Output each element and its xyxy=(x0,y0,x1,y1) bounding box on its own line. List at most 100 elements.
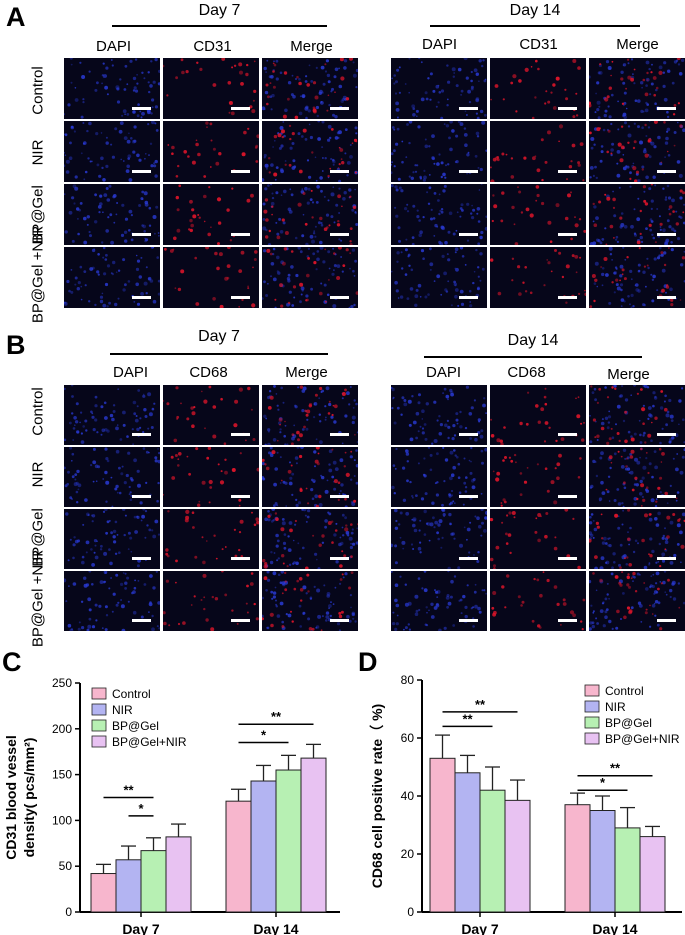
scale-bar xyxy=(231,557,250,560)
scale-bar xyxy=(459,233,478,236)
significance-label: * xyxy=(600,775,606,790)
y-axis-title: CD31 blood vessel density( pcs/mm²) xyxy=(3,735,37,860)
panel-a-tile-b0-r1-marker xyxy=(163,121,259,182)
scale-bar xyxy=(657,433,676,436)
y-tick-label: 200 xyxy=(52,722,72,736)
bar-Control xyxy=(429,757,456,913)
panel-a-tile-b1-r3-merge xyxy=(589,247,685,308)
significance-label: ** xyxy=(462,711,473,726)
panel-b-tile-b1-r3-merge xyxy=(589,571,685,631)
scale-bar xyxy=(231,233,250,236)
y-tick-label: 40 xyxy=(401,789,415,803)
panel-b-tile-b1-r2-dapi xyxy=(391,509,487,569)
scale-bar xyxy=(459,495,478,498)
panel-b-tile-b0-r0-dapi xyxy=(64,385,160,445)
scale-bar xyxy=(459,170,478,173)
bar-BP@Gel+NIR xyxy=(639,836,666,913)
scale-bar xyxy=(330,433,349,436)
panel-b-day7-title: Day 7 xyxy=(198,328,240,345)
significance-label: ** xyxy=(271,709,282,724)
bar-BP@Gel xyxy=(614,827,641,913)
panel-b-tile-b0-r3-merge xyxy=(262,571,358,631)
legend-label-2: BP@Gel xyxy=(112,719,159,733)
legend-swatch-1 xyxy=(584,700,600,713)
panel-b-tile-b1-r3-marker xyxy=(490,571,586,631)
significance-label: ** xyxy=(475,697,486,712)
legend-swatch-2 xyxy=(584,716,600,729)
panel-b-tile-b1-r0-marker xyxy=(490,385,586,445)
panel-b-tile-b1-r2-marker xyxy=(490,509,586,569)
legend-swatch-0 xyxy=(91,687,107,700)
panel-a-tile-b1-r2-marker xyxy=(490,184,586,245)
scale-bar xyxy=(132,557,151,560)
panel-a-day14-title: Day 14 xyxy=(509,2,561,19)
scale-bar xyxy=(132,495,151,498)
panel-a-tile-b0-r3-dapi xyxy=(64,247,160,308)
panel-a-tile-b0-r2-dapi xyxy=(64,184,160,245)
panel-a-col-merge-day7: Merge xyxy=(290,38,333,55)
y-axis-title-text: CD68 cell positive rate（ %) xyxy=(369,704,385,888)
legend-label-1: NIR xyxy=(605,700,626,714)
panel-b-day14-title: Day 14 xyxy=(507,332,559,349)
scale-bar xyxy=(231,296,250,299)
significance-label: ** xyxy=(610,761,621,776)
legend-label-3: BP@Gel+NIR xyxy=(605,732,680,746)
scale-bar xyxy=(132,619,151,622)
panel-a-tile-b0-r1-dapi xyxy=(64,121,160,182)
scale-bar xyxy=(231,433,250,436)
panel-b-col-dapi-day7: DAPI xyxy=(112,364,148,381)
scale-bar xyxy=(558,107,577,110)
scale-bar xyxy=(657,170,676,173)
y-tick-label: 0 xyxy=(407,905,414,919)
panel-b-tile-b0-r0-merge xyxy=(262,385,358,445)
panel-a-tile-b1-r1-dapi xyxy=(391,121,487,182)
panel-a-tile-b0-r2-marker xyxy=(163,184,259,245)
scale-bar xyxy=(459,107,478,110)
legend-label-3: BP@Gel+NIR xyxy=(112,735,187,749)
panel-b-tile-b1-r2-merge xyxy=(589,509,685,569)
scale-bar xyxy=(558,233,577,236)
panel-a-tile-b1-r0-marker xyxy=(490,58,586,119)
scale-bar xyxy=(657,107,676,110)
panel-b-tile-b0-r3-dapi xyxy=(64,571,160,631)
scale-bar xyxy=(657,233,676,236)
panel-b-tile-b0-r3-marker xyxy=(163,571,259,631)
panel-b-tile-b0-r2-dapi xyxy=(64,509,160,569)
scale-bar xyxy=(231,619,250,622)
bar-NIR xyxy=(589,810,616,913)
x-tick-label: Day 14 xyxy=(592,921,637,935)
panel-a-col-cd31-day7: CD31 xyxy=(193,38,232,55)
scale-bar xyxy=(558,495,577,498)
bar-BP@Gel xyxy=(275,769,302,913)
significance-label: ** xyxy=(123,783,134,798)
panel-a-tile-b0-r3-marker xyxy=(163,247,259,308)
panel-b-day14-rule xyxy=(424,356,642,358)
bar-Control xyxy=(90,873,117,913)
legend-swatch-3 xyxy=(91,735,107,748)
scale-bar xyxy=(132,296,151,299)
scale-bar xyxy=(330,170,349,173)
panel-b-tile-b1-r1-dapi xyxy=(391,447,487,507)
bar-NIR xyxy=(115,859,142,913)
legend-label-2: BP@Gel xyxy=(605,716,652,730)
x-tick-label: Day 7 xyxy=(461,921,499,935)
panel-c-letter: C xyxy=(2,647,22,677)
bar-Control xyxy=(225,800,252,913)
panel-b-col-cd68-day7: CD68 xyxy=(189,364,228,381)
y-tick-label: 50 xyxy=(59,859,73,873)
panel-a-tile-b0-r2-merge xyxy=(262,184,358,245)
bar-NIR xyxy=(250,780,277,913)
scale-bar xyxy=(330,495,349,498)
panel-a-tile-b1-r3-marker xyxy=(490,247,586,308)
panel-a-tile-b0-r0-dapi xyxy=(64,58,160,119)
scale-bar xyxy=(558,557,577,560)
panel-a-tile-b1-r0-merge xyxy=(589,58,685,119)
y-axis-title-line1: CD31 blood vessel xyxy=(3,735,19,860)
y-tick-label: 150 xyxy=(52,768,72,782)
panel-a-col-merge-day14: Merge xyxy=(616,36,659,53)
y-tick-label: 250 xyxy=(52,676,72,690)
y-tick-label: 20 xyxy=(401,847,415,861)
panel-b-tile-b1-r0-dapi xyxy=(391,385,487,445)
panel-a-letter: A xyxy=(6,2,26,32)
scale-bar xyxy=(330,107,349,110)
